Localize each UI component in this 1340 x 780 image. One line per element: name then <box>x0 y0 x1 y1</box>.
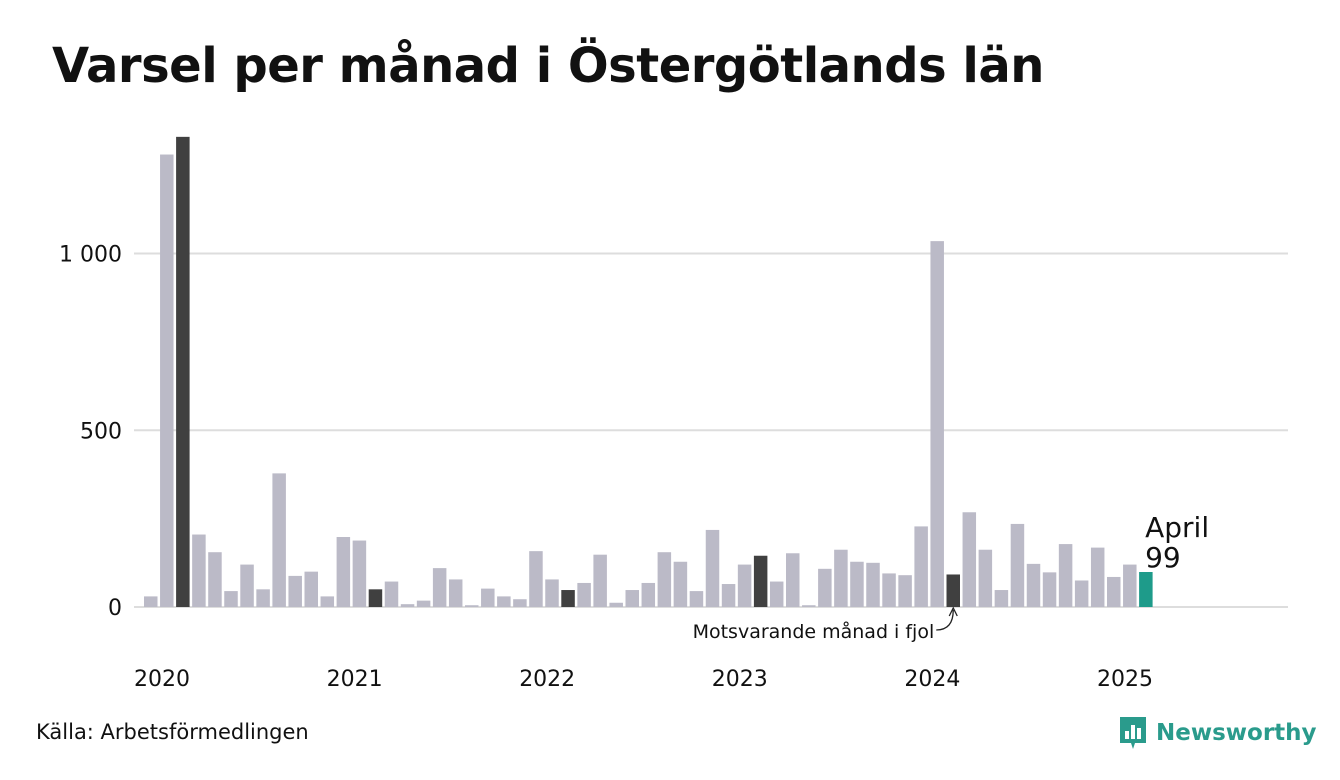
bar-2021-12: 2021-12: 22 <box>513 599 527 607</box>
bar-2020-03: 2020-03: 1330 <box>176 136 190 607</box>
bar-2020-02: 2020-02: 1280 <box>160 154 174 607</box>
bar-2020-01: 2020-01: 30 <box>144 596 158 607</box>
bar-2022-03: 2022-03: 48 <box>561 590 575 607</box>
bar-2020-08: 2020-08: 50 <box>256 589 270 607</box>
bar-2025-02: 2025-02: 120 <box>1123 564 1137 607</box>
bars: 2020-01: 302020-02: 12802020-03: 1330202… <box>144 136 1153 607</box>
bar-2022-10: 2022-10: 128 <box>673 561 688 607</box>
bar-2024-05: 2024-05: 162 <box>978 549 993 607</box>
bar-2024-06: 2024-06: 48 <box>994 590 1009 607</box>
x-tick-label: 2025 <box>1097 667 1153 692</box>
source-note: Källa: Arbetsförmedlingen <box>36 720 309 744</box>
bar-2021-07: 2021-07: 110 <box>432 568 447 607</box>
y-tick-label: 0 <box>108 596 122 621</box>
bar-2023-08: 2023-08: 162 <box>834 549 848 607</box>
bar-2023-03: 2023-03: 145 <box>753 555 768 607</box>
y-tick-label: 500 <box>80 419 122 444</box>
x-tick-label: 2024 <box>904 667 960 692</box>
bar-2021-06: 2021-06: 18 <box>416 600 431 607</box>
bar-2021-04: 2021-04: 72 <box>384 581 399 607</box>
bar-2021-03: 2021-03: 50 <box>368 589 383 607</box>
bar-2024-09: 2024-09: 98 <box>1042 572 1057 607</box>
newsworthy-logo-icon <box>1120 717 1146 749</box>
current-value-label: 99 <box>1145 541 1181 574</box>
bar-2020-12: 2020-12: 30 <box>320 596 335 607</box>
bar-2024-07: 2024-07: 235 <box>1010 523 1025 607</box>
annotation-arrow <box>936 609 954 631</box>
bar-2023-05: 2023-05: 152 <box>786 553 800 607</box>
bar-2021-01: 2021-01: 198 <box>336 537 351 607</box>
bar-2020-06: 2020-06: 45 <box>224 591 238 607</box>
bar-2024-02: 2024-02: 1035 <box>930 241 944 607</box>
bar-2023-01: 2023-01: 65 <box>721 584 736 607</box>
bar-2022-01: 2022-01: 158 <box>529 551 543 607</box>
bar-2022-07: 2022-07: 48 <box>625 590 639 607</box>
bar-2020-05: 2020-05: 155 <box>208 552 222 607</box>
bar-2023-07: 2023-07: 108 <box>818 568 832 607</box>
bar-2024-04: 2024-04: 268 <box>962 512 977 607</box>
brand-name: Newsworthy <box>1156 720 1317 746</box>
bar-2020-11: 2020-11: 100 <box>304 571 318 607</box>
y-tick-label: 1 000 <box>59 243 122 268</box>
x-tick-label: 2021 <box>327 667 383 692</box>
x-tick-label: 2022 <box>519 667 575 692</box>
x-axis: 2020 2021 2022 2023 2024 2025 <box>134 667 1153 692</box>
bar-2023-09: 2023-09: 128 <box>850 561 864 607</box>
y-axis: 0 500 1 000 <box>59 243 122 622</box>
bar-2022-05: 2022-05: 148 <box>593 554 607 607</box>
brand-logo: Newsworthy <box>1118 714 1317 752</box>
bar-2024-12: 2024-12: 168 <box>1090 547 1105 607</box>
bar-2023-02: 2023-02: 120 <box>737 564 752 607</box>
bar-2024-10: 2024-10: 178 <box>1058 544 1073 607</box>
same-month-annotation: Motsvarande månad i fjol <box>693 620 935 643</box>
bar-2023-12: 2023-12: 90 <box>898 575 912 607</box>
bar-2021-05: 2021-05: 8 <box>400 604 415 607</box>
bar-2022-11: 2022-11: 45 <box>689 591 704 607</box>
annotation-arrowhead <box>948 606 958 617</box>
bar-2025-01: 2025-01: 85 <box>1107 576 1121 607</box>
bar-2022-04: 2022-04: 68 <box>577 582 591 607</box>
bar-2022-02: 2022-02: 78 <box>545 579 559 607</box>
bar-2024-08: 2024-08: 122 <box>1026 563 1041 607</box>
bar-2020-10: 2020-10: 88 <box>288 575 302 607</box>
bar-2021-08: 2021-08: 78 <box>448 579 463 607</box>
x-tick-label: 2020 <box>134 667 190 692</box>
bar-2023-06: 2023-06: 5 <box>802 605 816 607</box>
bar-2024-01: 2024-01: 228 <box>914 526 928 607</box>
bar-2020-09: 2020-09: 378 <box>272 473 286 607</box>
bar-2022-06: 2022-06: 12 <box>609 602 623 607</box>
bar-2024-03: 2024-03: 92 <box>946 574 960 607</box>
bar-2021-11: 2021-11: 30 <box>497 596 511 607</box>
current-month-label: April <box>1145 511 1209 544</box>
bar-2020-04: 2020-04: 205 <box>192 534 206 607</box>
bar-2020-07: 2020-07: 120 <box>240 564 254 607</box>
bar-2023-04: 2023-04: 72 <box>769 581 784 607</box>
bar-2022-08: 2022-08: 68 <box>641 582 656 607</box>
bar-2021-09: 2021-09: 5 <box>465 605 479 607</box>
chart-title: Varsel per månad i Östergötlands län <box>52 38 1044 94</box>
bar-2021-02: 2021-02: 188 <box>352 540 367 607</box>
bar-2023-11: 2023-11: 95 <box>882 573 896 607</box>
x-tick-label: 2023 <box>712 667 768 692</box>
bar-2021-10: 2021-10: 52 <box>481 588 495 607</box>
bar-2023-10: 2023-10: 125 <box>866 562 880 607</box>
bar-2024-11: 2024-11: 75 <box>1074 580 1089 607</box>
bar-2025-03: 2025-03: 99 <box>1139 572 1153 607</box>
bar-2022-09: 2022-09: 155 <box>657 552 672 607</box>
bar-2022-12: 2022-12: 218 <box>705 529 720 607</box>
